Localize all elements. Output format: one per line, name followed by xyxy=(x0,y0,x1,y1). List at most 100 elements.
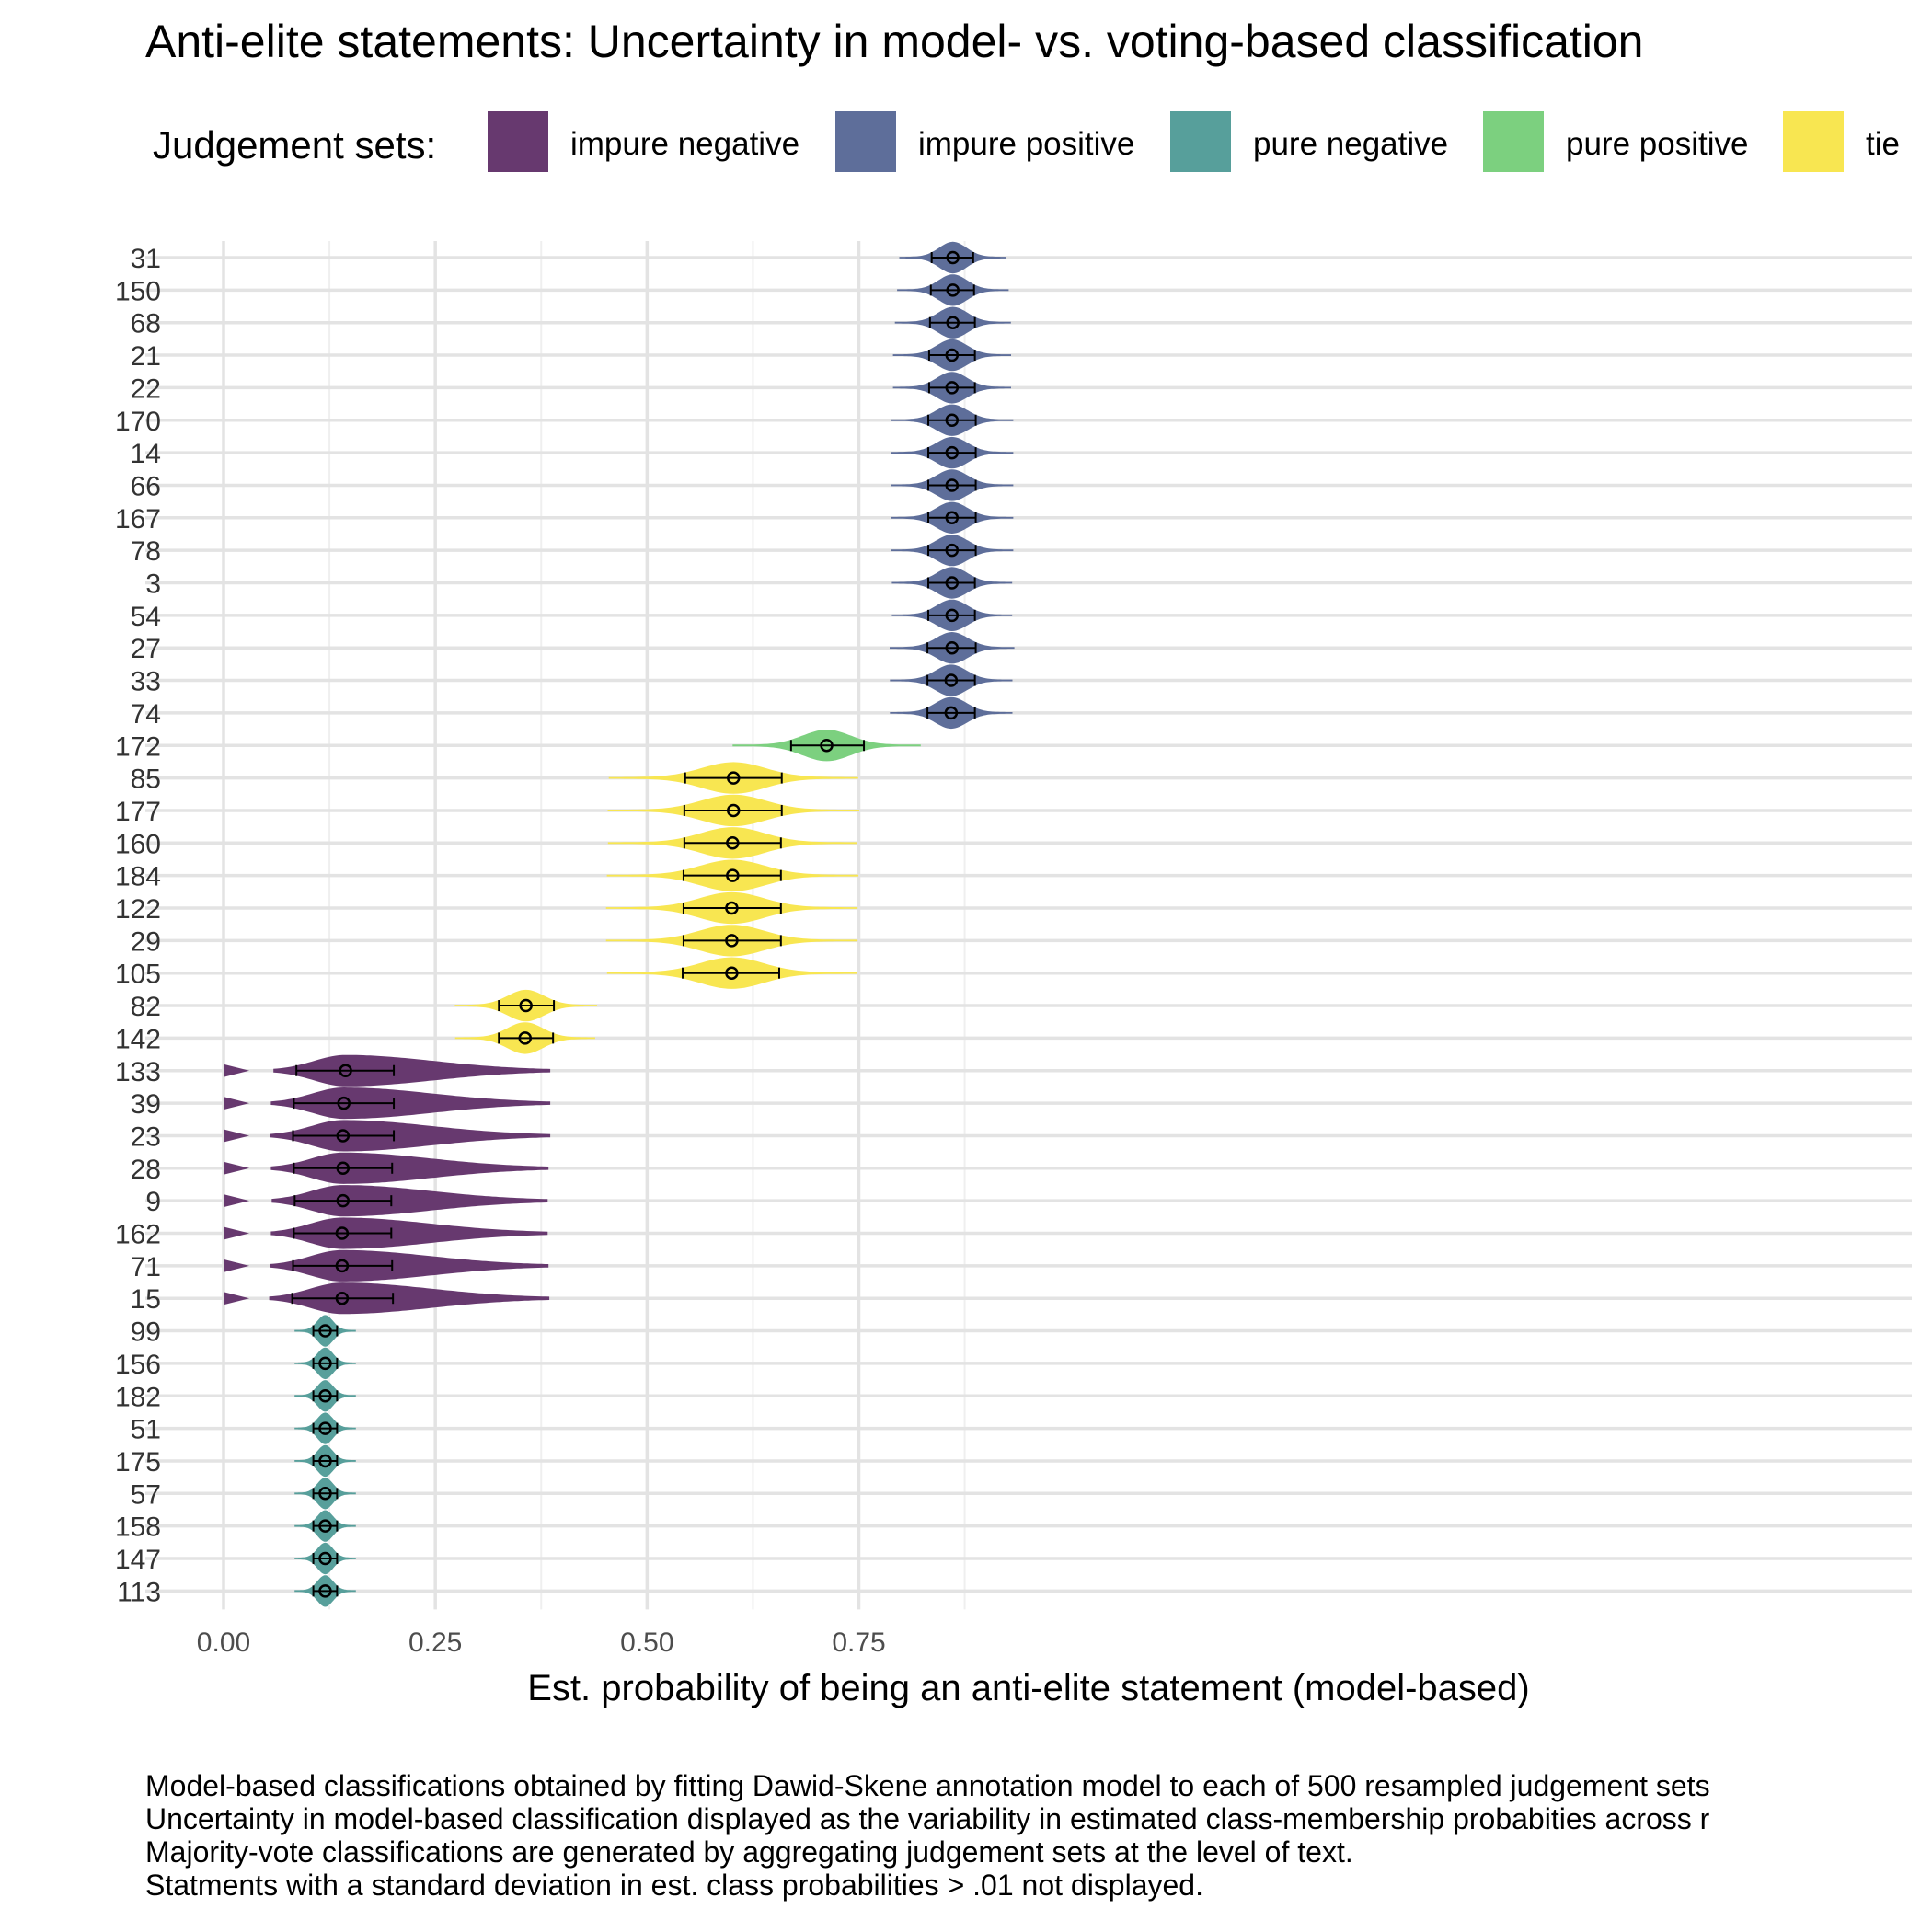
y-tick-label: 74 xyxy=(131,699,161,730)
y-tick-label: 170 xyxy=(115,407,161,437)
mean-point xyxy=(318,1584,332,1598)
mean-point xyxy=(727,771,741,785)
mean-point xyxy=(318,1519,332,1533)
violin-162 xyxy=(224,1217,548,1249)
mean-point xyxy=(318,1356,332,1371)
mean-point xyxy=(944,673,959,687)
violin-82 xyxy=(454,989,597,1022)
violin-74 xyxy=(890,696,1013,730)
violin-body xyxy=(270,1217,548,1249)
mean-point xyxy=(944,706,959,720)
chart-title: Anti-elite statements: Uncertainty in mo… xyxy=(145,16,1644,67)
violin-body xyxy=(270,1152,549,1184)
violin-body xyxy=(271,1185,548,1217)
mean-point xyxy=(945,608,960,623)
mean-point xyxy=(518,1031,533,1045)
mean-point xyxy=(318,1324,332,1338)
mean-point xyxy=(336,1161,351,1176)
y-tick-label: 175 xyxy=(115,1447,161,1478)
grid xyxy=(145,241,1912,1610)
violin-113 xyxy=(294,1575,356,1607)
mean-point xyxy=(335,1291,350,1305)
violin-spike xyxy=(224,1161,249,1175)
mean-point xyxy=(820,739,834,753)
mean-point xyxy=(946,316,960,329)
mean-point xyxy=(318,1551,332,1566)
y-tick-label: 9 xyxy=(145,1187,161,1217)
plot-area xyxy=(224,241,1015,1607)
violin-142 xyxy=(454,1022,595,1054)
violin-spike xyxy=(224,1292,249,1305)
y-tick-label: 85 xyxy=(131,765,161,795)
violin-spike xyxy=(224,1097,249,1110)
violin-23 xyxy=(224,1120,551,1152)
mean-point xyxy=(945,478,960,492)
y-tick-label: 15 xyxy=(131,1284,161,1315)
y-tick-label: 160 xyxy=(115,829,161,859)
y-tick-label: 184 xyxy=(115,862,161,892)
y-tick-label: 29 xyxy=(131,926,161,957)
violin-9 xyxy=(224,1185,548,1217)
y-tick-label: 39 xyxy=(131,1089,161,1120)
mean-point xyxy=(945,381,960,395)
violin-spike xyxy=(224,1129,249,1143)
y-tick-label: 51 xyxy=(131,1415,161,1445)
x-tick-label: 0.00 xyxy=(197,1627,250,1658)
violin-99 xyxy=(294,1315,356,1347)
mean-point xyxy=(519,998,533,1013)
legend-swatch xyxy=(835,111,896,172)
violin-182 xyxy=(294,1380,356,1412)
y-tick-label: 167 xyxy=(115,504,161,535)
violin-160 xyxy=(607,827,857,859)
violin-14 xyxy=(891,436,1014,469)
caption-line: Model-based classifications obtained by … xyxy=(145,1769,1710,1802)
x-tick-label: 0.75 xyxy=(832,1627,885,1658)
mean-point xyxy=(335,1259,350,1273)
mean-point xyxy=(945,348,960,362)
y-tick-label: 68 xyxy=(131,309,161,339)
mean-point xyxy=(336,1129,351,1143)
violin-31 xyxy=(899,241,1006,274)
violin-22 xyxy=(892,372,1011,404)
y-tick-label: 113 xyxy=(117,1577,161,1607)
mean-point xyxy=(335,1226,350,1240)
mean-point xyxy=(945,640,960,655)
legend-swatch xyxy=(1483,111,1544,172)
violin-170 xyxy=(891,404,1014,436)
y-tick-label: 133 xyxy=(115,1057,161,1087)
legend-label: impure positive xyxy=(918,126,1134,162)
violin-spike xyxy=(224,1226,249,1240)
violin-29 xyxy=(605,925,858,957)
violin-body xyxy=(270,1087,551,1120)
legend-swatch xyxy=(1783,111,1844,172)
violin-body xyxy=(273,1054,551,1087)
violin-54 xyxy=(891,599,1013,631)
y-tick-label: 172 xyxy=(115,731,161,762)
violin-133 xyxy=(224,1054,551,1087)
mean-point xyxy=(318,1487,332,1501)
violin-spike xyxy=(224,1259,249,1272)
mean-point xyxy=(726,868,740,882)
y-tick-label: 78 xyxy=(131,536,161,567)
legend-label: impure negative xyxy=(570,126,799,162)
y-tick-label: 27 xyxy=(131,634,161,664)
mean-point xyxy=(726,836,740,850)
y-tick-label: 31 xyxy=(131,244,161,274)
violin-147 xyxy=(294,1542,356,1575)
y-tick-label: 33 xyxy=(131,667,161,697)
mean-point xyxy=(725,966,739,980)
y-tick-label: 54 xyxy=(131,602,161,632)
violin-78 xyxy=(891,535,1014,567)
y-tick-label: 105 xyxy=(115,960,161,990)
violin-39 xyxy=(224,1087,551,1120)
y-tick-label: 99 xyxy=(131,1317,161,1348)
violin-85 xyxy=(608,762,858,794)
y-tick-label: 177 xyxy=(115,797,161,827)
y-tick-label: 147 xyxy=(115,1545,161,1575)
violin-51 xyxy=(294,1412,356,1444)
violin-3 xyxy=(891,567,1013,599)
mean-point xyxy=(337,1096,351,1110)
violin-172 xyxy=(732,730,921,762)
violin-71 xyxy=(224,1249,549,1282)
